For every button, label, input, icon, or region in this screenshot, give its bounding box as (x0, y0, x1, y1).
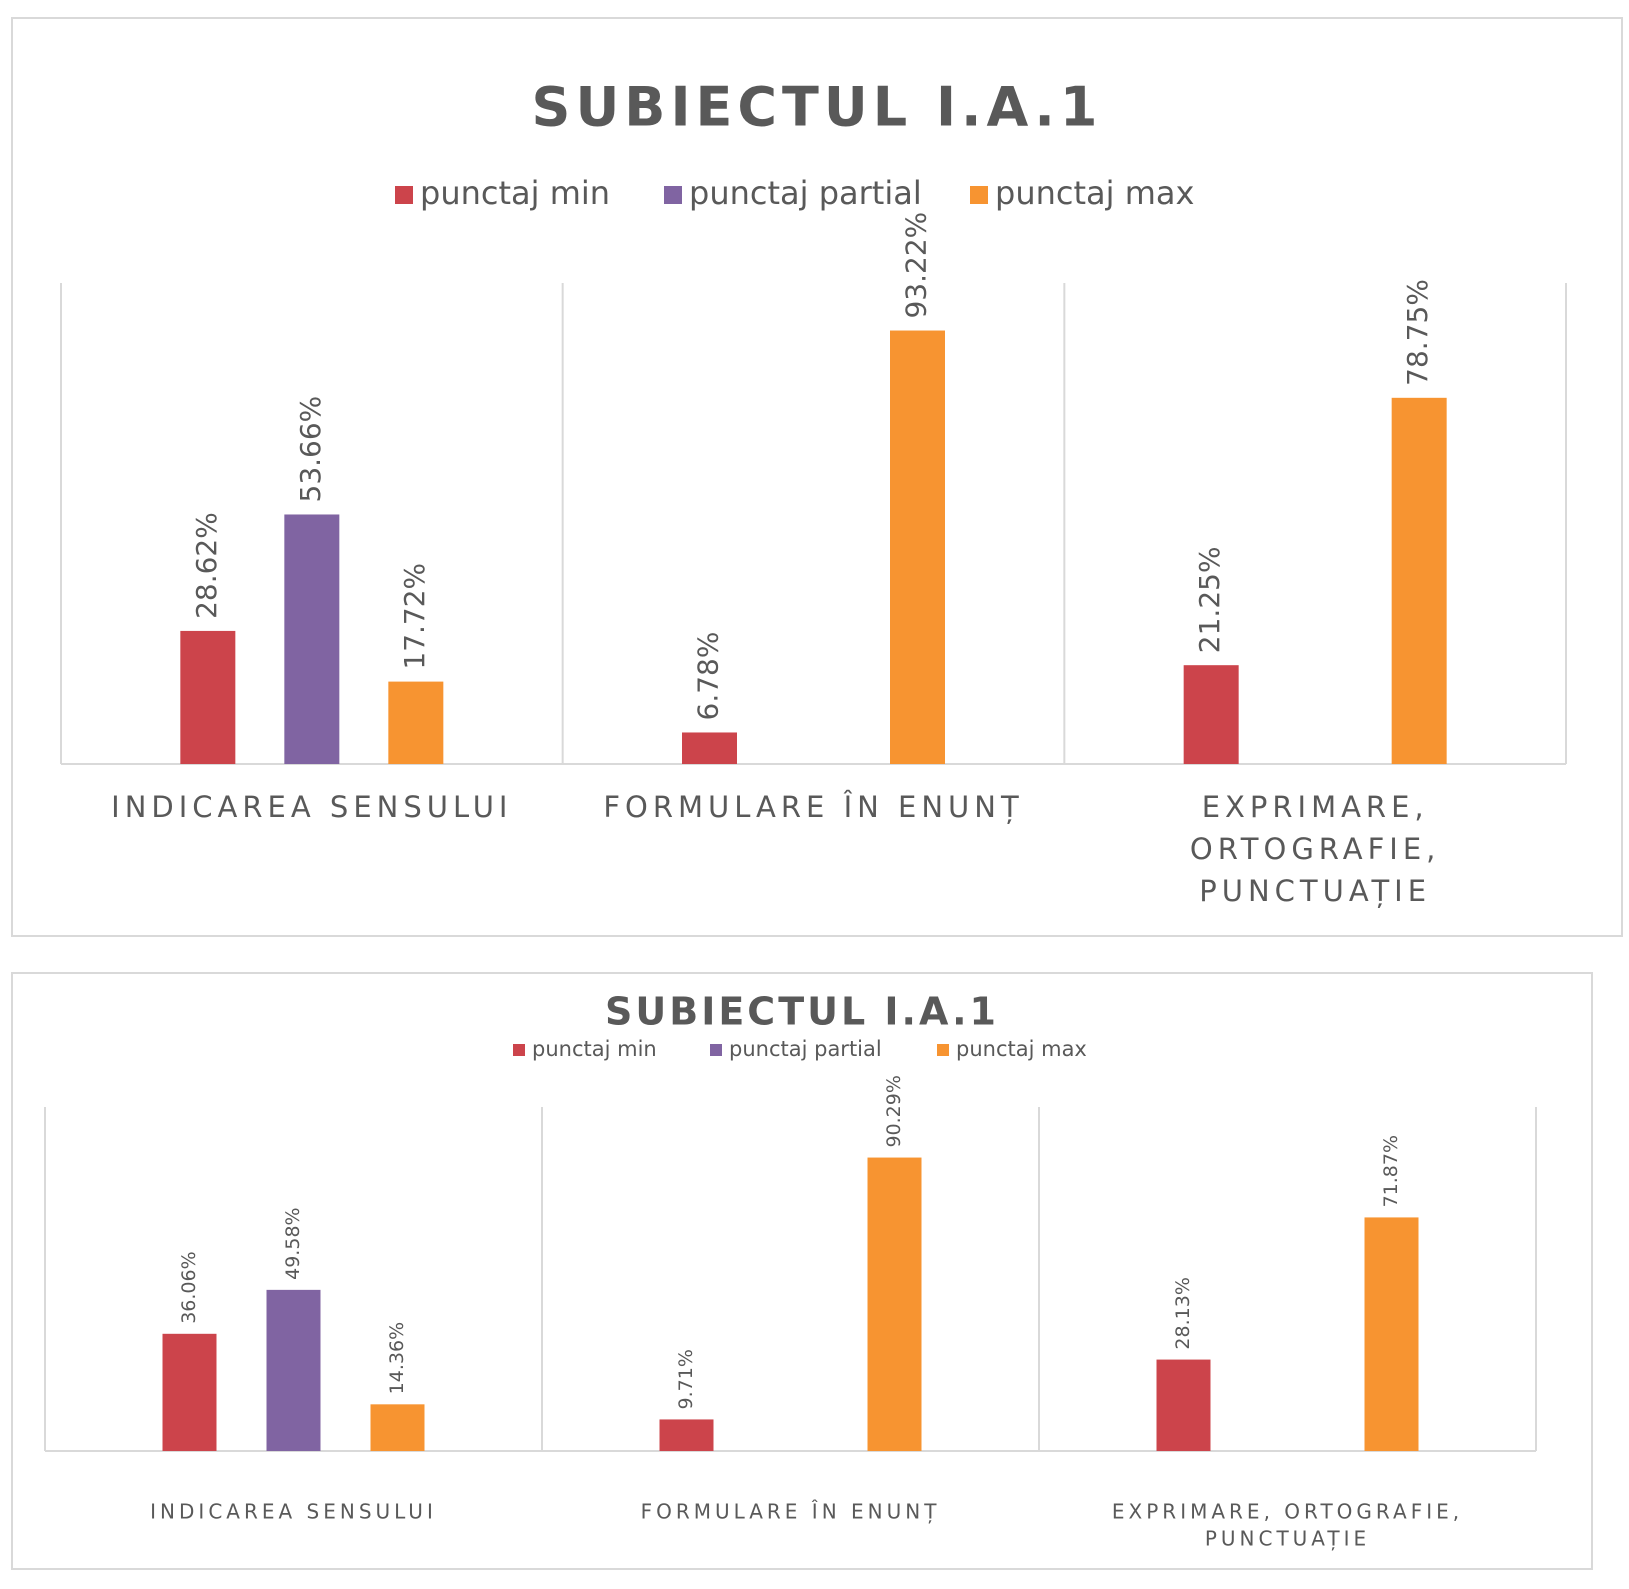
legend-label: punctaj partial (729, 1037, 882, 1061)
data-label: 49.58% (282, 1207, 304, 1279)
legend-label: punctaj min (420, 174, 610, 212)
bar (1391, 397, 1447, 764)
data-label: 53.66% (294, 396, 327, 503)
bar (162, 1333, 217, 1451)
bar (370, 1404, 425, 1451)
data-label: 36.06% (178, 1251, 200, 1323)
category-label: INDICAREA SENSULUI (111, 790, 512, 824)
category-label: EXPRIMARE, (1202, 790, 1429, 824)
data-label: 6.78% (692, 632, 725, 721)
legend-swatch (937, 1044, 949, 1056)
legend-label: punctaj max (995, 174, 1194, 212)
bar (1156, 1359, 1211, 1451)
legend-swatch (970, 186, 988, 204)
data-label: 90.29% (883, 1075, 905, 1147)
category-label: INDICAREA SENSULUI (150, 1500, 437, 1524)
bar (867, 1157, 922, 1451)
chart-panel-1: SUBIECTUL I.A.1 punctaj min punctaj partia… (11, 17, 1623, 937)
bar-chart-1: SUBIECTUL I.A.1 punctaj min punctaj partia… (60, 76, 1567, 908)
data-label: 93.22% (900, 212, 933, 319)
legend-label: punctaj partial (689, 174, 922, 212)
legend-swatch (710, 1044, 722, 1056)
bar (1183, 665, 1239, 764)
bar (659, 1419, 714, 1451)
data-label: 28.62% (190, 512, 223, 619)
bar (266, 1289, 321, 1451)
data-label: 78.75% (1401, 279, 1434, 386)
data-label: 21.25% (1193, 546, 1226, 653)
bar (180, 630, 236, 764)
legend-swatch (513, 1044, 525, 1056)
legend-label: punctaj min (532, 1037, 657, 1061)
category-label: FORMULARE ÎN ENUNȚ (641, 1500, 941, 1524)
chart-panel-2: SUBIECTUL I.A.1 punctaj min punctaj partia… (11, 972, 1593, 1570)
data-label: 71.87% (1380, 1135, 1402, 1207)
legend-label: punctaj max (956, 1037, 1087, 1061)
bar (284, 514, 340, 764)
legend-swatch (664, 186, 682, 204)
bar (1364, 1217, 1419, 1451)
bar (682, 732, 737, 764)
legend-swatch (395, 186, 413, 204)
chart-title: SUBIECTUL I.A.1 (532, 76, 1103, 139)
data-label: 14.36% (386, 1322, 408, 1394)
category-label: FORMULARE ÎN ENUNȚ (603, 790, 1023, 824)
bar (388, 681, 444, 764)
category-label: ORTOGRAFIE, (1190, 832, 1440, 866)
data-label: 9.71% (675, 1349, 697, 1409)
bar-chart-2: SUBIECTUL I.A.1 punctaj min punctaj partia… (44, 990, 1537, 1551)
category-label: PUNCTUAȚIE (1199, 874, 1431, 908)
category-label: EXPRIMARE, ORTOGRAFIE, (1112, 1500, 1463, 1524)
data-label: 17.72% (398, 563, 431, 670)
category-label: PUNCTUAȚIE (1205, 1527, 1370, 1551)
chart-title: SUBIECTUL I.A.1 (605, 990, 999, 1034)
bar (890, 330, 945, 764)
data-label: 28.13% (1172, 1277, 1194, 1349)
